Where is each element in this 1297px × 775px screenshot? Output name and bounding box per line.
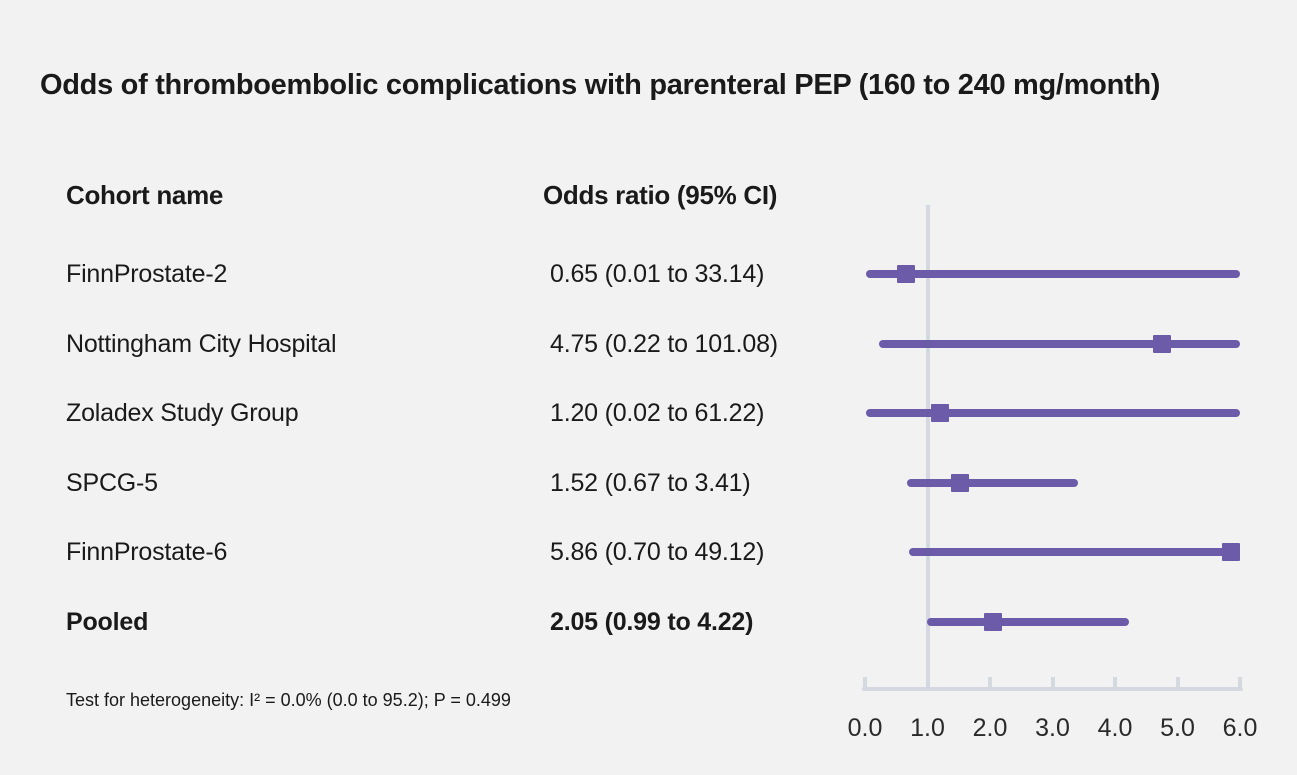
cohort-label: FinnProstate-2 <box>66 260 228 288</box>
odds-ratio-value: 1.52 (0.67 to 3.41) <box>550 468 751 497</box>
x-axis-tick-label: 1.0 <box>910 714 945 742</box>
odds-ratio-marker <box>951 473 969 492</box>
x-axis-tick-label: 0.0 <box>847 714 883 742</box>
odds-ratio-value: 0.65 (0.01 to 33.14) <box>550 260 765 288</box>
x-axis-tick <box>1238 677 1242 688</box>
confidence-interval-line <box>906 478 1079 487</box>
x-axis-line <box>862 687 1243 691</box>
confidence-interval-line <box>908 548 1240 557</box>
x-axis-tick <box>863 677 867 688</box>
x-axis-tick <box>1113 677 1117 688</box>
cohort-label: SPCG-5 <box>66 468 158 497</box>
x-axis-tick <box>925 677 930 688</box>
odds-ratio-value: 5.86 (0.70 to 49.12) <box>550 538 765 567</box>
x-axis-tick-label: 4.0 <box>1097 714 1133 742</box>
x-axis-tick-label: 2.0 <box>972 714 1008 742</box>
odds-ratio-marker <box>1222 543 1241 562</box>
odds-ratio-marker <box>931 404 949 423</box>
cohort-label: Pooled <box>66 608 149 636</box>
cohort-label: Zoladex Study Group <box>66 399 299 428</box>
heterogeneity-note: Test for heterogeneity: I² = 0.0% (0.0 t… <box>66 690 511 710</box>
x-axis-tick-label: 3.0 <box>1035 714 1070 742</box>
cohort-label: FinnProstate-6 <box>66 538 228 567</box>
column-header-cohort-name: Cohort name <box>66 180 224 210</box>
confidence-interval-line <box>865 270 1240 278</box>
odds-ratio-marker <box>984 613 1003 631</box>
x-axis-tick <box>1175 677 1180 688</box>
cohort-label: Nottingham City Hospital <box>66 329 337 358</box>
odds-ratio-value: 2.05 (0.99 to 4.22) <box>550 608 754 636</box>
confidence-interval-line <box>878 339 1240 348</box>
confidence-interval-line <box>926 618 1129 626</box>
x-axis-tick-label: 5.0 <box>1160 714 1195 742</box>
chart-title: Odds of thromboembolic complications wit… <box>40 69 1161 101</box>
reference-line-or-1 <box>925 205 930 691</box>
x-axis-tick-label: 6.0 <box>1222 714 1258 742</box>
odds-ratio-value: 4.75 (0.22 to 101.08) <box>550 329 778 358</box>
column-header-odds-ratio: Odds ratio (95% CI) <box>543 180 778 210</box>
odds-ratio-value: 1.20 (0.02 to 61.22) <box>550 399 765 428</box>
odds-ratio-marker <box>896 265 915 283</box>
x-axis-tick <box>1050 677 1055 688</box>
odds-ratio-marker <box>1152 334 1171 353</box>
confidence-interval-line <box>866 409 1240 418</box>
x-axis-tick <box>988 677 992 688</box>
